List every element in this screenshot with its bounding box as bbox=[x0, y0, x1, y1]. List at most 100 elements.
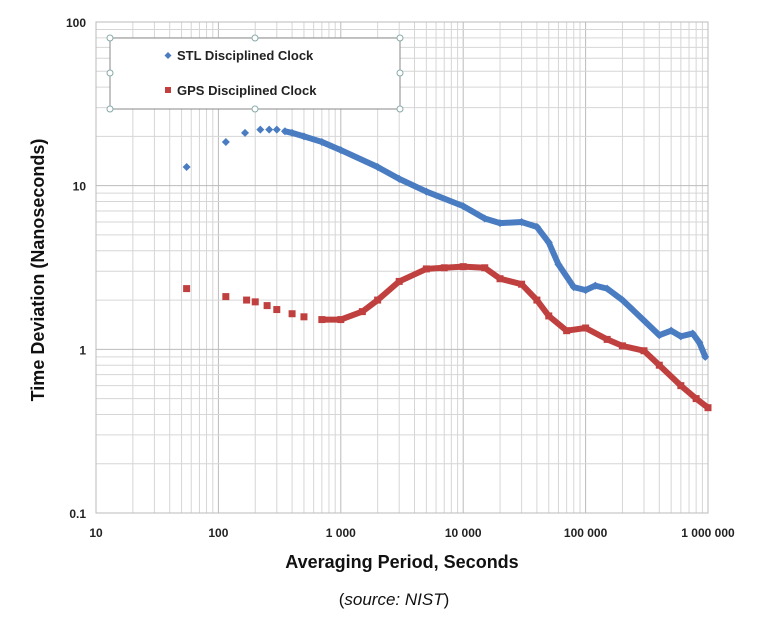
y-tick-label: 100 bbox=[66, 16, 86, 30]
legend-marker-stl bbox=[164, 52, 172, 59]
data-point bbox=[695, 338, 704, 347]
source-caption: (source: NIST) bbox=[0, 590, 768, 610]
plot-area bbox=[95, 21, 709, 514]
caption-source: source: NIST bbox=[344, 590, 444, 609]
data-point bbox=[317, 137, 326, 146]
data-point bbox=[496, 219, 505, 228]
data-point bbox=[582, 324, 590, 332]
series-gps bbox=[183, 263, 712, 412]
data-point bbox=[677, 382, 685, 390]
data-point bbox=[480, 214, 489, 223]
legend-label-stl: STL Disciplined Clock bbox=[177, 48, 314, 63]
data-point bbox=[640, 347, 648, 355]
x-tick-label: 10 000 bbox=[445, 526, 482, 540]
data-point bbox=[496, 275, 504, 283]
data-point bbox=[667, 326, 676, 335]
data-point bbox=[591, 281, 600, 290]
data-point bbox=[272, 125, 281, 134]
data-point bbox=[280, 127, 289, 136]
data-point bbox=[221, 137, 230, 146]
data-point bbox=[518, 280, 526, 288]
series-layer bbox=[182, 125, 712, 412]
data-point bbox=[701, 352, 710, 361]
resize-handle[interactable] bbox=[106, 105, 114, 113]
resize-handle[interactable] bbox=[106, 69, 114, 77]
data-point bbox=[532, 222, 541, 231]
data-point bbox=[265, 125, 274, 134]
x-tick-label: 10 bbox=[89, 526, 103, 540]
data-point bbox=[459, 263, 467, 271]
legend-marker-gps bbox=[165, 87, 171, 93]
data-point bbox=[299, 132, 308, 141]
data-point bbox=[183, 285, 191, 293]
data-point bbox=[554, 260, 563, 269]
data-point bbox=[422, 187, 431, 196]
data-point bbox=[563, 327, 571, 335]
resize-handle[interactable] bbox=[396, 69, 404, 77]
data-point bbox=[440, 264, 448, 272]
data-point bbox=[544, 238, 553, 247]
data-point bbox=[517, 217, 526, 226]
y-tick-label: 10 bbox=[73, 180, 87, 194]
data-point bbox=[300, 313, 308, 321]
data-point bbox=[288, 310, 296, 318]
y-axis-label: Time Deviation (Nanoseconds) bbox=[28, 139, 48, 402]
selection-handles[interactable] bbox=[106, 34, 404, 113]
data-point bbox=[395, 174, 404, 183]
data-point bbox=[222, 293, 230, 301]
data-point bbox=[318, 316, 326, 324]
data-point bbox=[374, 296, 382, 304]
data-point bbox=[618, 296, 627, 305]
caption-open: ( bbox=[338, 590, 345, 609]
data-point bbox=[545, 312, 553, 320]
data-point bbox=[288, 128, 297, 137]
data-point bbox=[481, 264, 489, 272]
x-tick-label: 1 000 bbox=[326, 526, 356, 540]
resize-handle[interactable] bbox=[251, 34, 259, 42]
y-tick-label: 0.1 bbox=[69, 507, 86, 521]
x-axis-label: Averaging Period, Seconds bbox=[285, 552, 518, 572]
resize-handle[interactable] bbox=[396, 34, 404, 42]
resize-handle[interactable] bbox=[396, 105, 404, 113]
legend[interactable]: STL Disciplined Clock GPS Disciplined Cl… bbox=[106, 34, 404, 113]
data-point bbox=[337, 316, 345, 324]
data-point bbox=[655, 361, 663, 369]
data-point bbox=[273, 306, 281, 314]
tick-labels: 10 100 1 000 10 000 100 000 1 000 000 100 10 1 0.… bbox=[66, 16, 735, 540]
data-point bbox=[692, 395, 700, 403]
series-line bbox=[318, 263, 711, 411]
data-point bbox=[639, 316, 648, 325]
data-point bbox=[459, 202, 468, 211]
data-point bbox=[263, 302, 271, 310]
chart: 10 100 1 000 10 000 100 000 1 000 000 100 10 1 0.… bbox=[28, 16, 735, 572]
data-point bbox=[241, 128, 250, 137]
data-point bbox=[581, 286, 590, 295]
data-point bbox=[704, 404, 712, 412]
x-tick-label: 100 bbox=[208, 526, 228, 540]
data-point bbox=[618, 342, 626, 350]
data-point bbox=[603, 335, 611, 343]
data-point bbox=[373, 163, 382, 172]
data-point bbox=[603, 284, 612, 293]
data-point bbox=[422, 265, 430, 273]
data-point bbox=[336, 146, 345, 155]
series-stl bbox=[182, 125, 710, 361]
series-line bbox=[281, 128, 709, 360]
data-point bbox=[569, 283, 578, 292]
data-point bbox=[395, 277, 403, 285]
data-point bbox=[358, 308, 366, 316]
data-point bbox=[256, 125, 265, 134]
data-point bbox=[533, 296, 541, 304]
x-tick-label: 100 000 bbox=[564, 526, 608, 540]
data-point bbox=[688, 329, 697, 338]
data-point bbox=[251, 298, 259, 306]
data-point bbox=[655, 331, 664, 340]
caption-close: ) bbox=[443, 590, 450, 609]
legend-label-gps: GPS Disciplined Clock bbox=[177, 83, 317, 98]
resize-handle[interactable] bbox=[251, 105, 259, 113]
y-tick-label: 1 bbox=[79, 343, 86, 357]
data-point bbox=[676, 332, 685, 341]
resize-handle[interactable] bbox=[106, 34, 114, 42]
x-tick-label: 1 000 000 bbox=[681, 526, 735, 540]
data-point bbox=[243, 296, 251, 304]
